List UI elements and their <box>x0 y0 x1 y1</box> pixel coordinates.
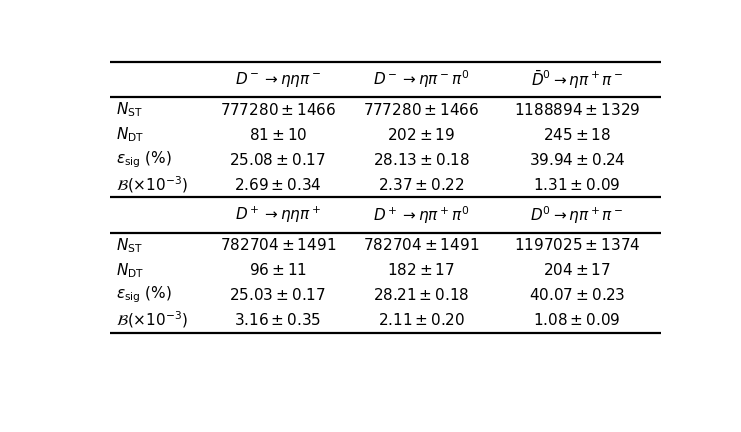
Text: $1197025 \pm 1374$: $1197025 \pm 1374$ <box>514 237 640 253</box>
Text: $N_{\mathrm{DT}}$: $N_{\mathrm{DT}}$ <box>116 125 144 144</box>
Text: $25.08 \pm 0.17$: $25.08 \pm 0.17$ <box>230 152 327 168</box>
Text: $25.03 \pm 0.17$: $25.03 \pm 0.17$ <box>230 287 327 303</box>
Text: $28.13 \pm 0.18$: $28.13 \pm 0.18$ <box>373 152 470 168</box>
Text: $N_{\mathrm{ST}}$: $N_{\mathrm{ST}}$ <box>116 101 142 119</box>
Text: $D^- \rightarrow \eta\eta\pi^-$: $D^- \rightarrow \eta\eta\pi^-$ <box>235 70 321 89</box>
Text: $D^+ \rightarrow \eta\eta\pi^+$: $D^+ \rightarrow \eta\eta\pi^+$ <box>235 205 321 225</box>
Text: $1.08 \pm 0.09$: $1.08 \pm 0.09$ <box>534 312 621 328</box>
Text: $N_{\mathrm{DT}}$: $N_{\mathrm{DT}}$ <box>116 261 144 280</box>
Text: $777280 \pm 1466$: $777280 \pm 1466$ <box>220 102 336 118</box>
Text: $96 \pm 11$: $96 \pm 11$ <box>249 262 307 278</box>
Text: $\epsilon_{\mathrm{sig}}$ (%): $\epsilon_{\mathrm{sig}}$ (%) <box>116 149 171 170</box>
Text: $28.21 \pm 0.18$: $28.21 \pm 0.18$ <box>373 287 470 303</box>
Text: $182 \pm 17$: $182 \pm 17$ <box>388 262 455 278</box>
Text: $782704 \pm 1491$: $782704 \pm 1491$ <box>220 237 336 253</box>
Text: $2.37 \pm 0.22$: $2.37 \pm 0.22$ <box>378 177 465 193</box>
Text: $\epsilon_{\mathrm{sig}}$ (%): $\epsilon_{\mathrm{sig}}$ (%) <box>116 285 171 305</box>
Text: $1188894 \pm 1329$: $1188894 \pm 1329$ <box>514 102 640 118</box>
Text: $\mathcal{B}(\times10^{-3})$: $\mathcal{B}(\times10^{-3})$ <box>116 310 187 330</box>
Text: $202 \pm 19$: $202 \pm 19$ <box>388 127 456 143</box>
Text: $N_{\mathrm{ST}}$: $N_{\mathrm{ST}}$ <box>116 236 142 254</box>
Text: $\mathcal{B}(\times10^{-3})$: $\mathcal{B}(\times10^{-3})$ <box>116 175 187 195</box>
Text: $D^- \rightarrow \eta\pi^-\pi^0$: $D^- \rightarrow \eta\pi^-\pi^0$ <box>373 69 470 90</box>
Text: $782704 \pm 1491$: $782704 \pm 1491$ <box>363 237 479 253</box>
Text: $40.07 \pm 0.23$: $40.07 \pm 0.23$ <box>529 287 625 303</box>
Text: $D^+ \rightarrow \eta\pi^+\pi^0$: $D^+ \rightarrow \eta\pi^+\pi^0$ <box>373 204 470 226</box>
Text: $2.69 \pm 0.34$: $2.69 \pm 0.34$ <box>234 177 322 193</box>
Text: $2.11 \pm 0.20$: $2.11 \pm 0.20$ <box>378 312 465 328</box>
Text: $245 \pm 18$: $245 \pm 18$ <box>543 127 611 143</box>
Text: $777280 \pm 1466$: $777280 \pm 1466$ <box>363 102 479 118</box>
Text: $D^0 \rightarrow \eta\pi^+\pi^-$: $D^0 \rightarrow \eta\pi^+\pi^-$ <box>531 204 624 226</box>
Text: $3.16 \pm 0.35$: $3.16 \pm 0.35$ <box>234 312 322 328</box>
Text: $81 \pm 10$: $81 \pm 10$ <box>249 127 308 143</box>
Text: $39.94 \pm 0.24$: $39.94 \pm 0.24$ <box>529 152 625 168</box>
Text: $\bar{D}^0 \rightarrow \eta\pi^+\pi^-$: $\bar{D}^0 \rightarrow \eta\pi^+\pi^-$ <box>531 69 623 91</box>
Text: $204 \pm 17$: $204 \pm 17$ <box>543 262 611 278</box>
Text: $1.31 \pm 0.09$: $1.31 \pm 0.09$ <box>534 177 621 193</box>
